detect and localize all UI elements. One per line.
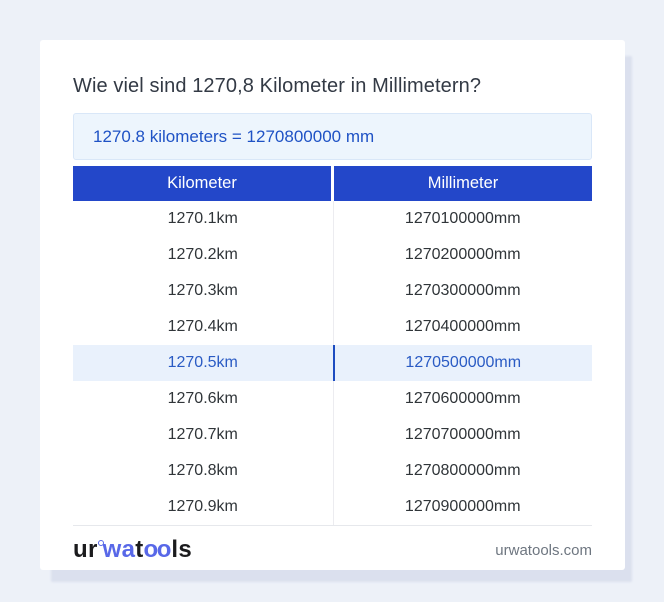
km-value: 1270.6km	[167, 390, 238, 407]
km-value: 1270.9km	[167, 498, 238, 515]
table-row[interactable]: 1270.3km 1270300000mm	[73, 273, 592, 309]
mm-value: 1270300000mm	[332, 273, 593, 309]
km-value: 1270.1km	[167, 210, 238, 227]
mm-value: 1270100000mm	[332, 201, 593, 237]
mm-value: 1270600000mm	[332, 381, 593, 417]
logo-text-ls: ls	[171, 536, 192, 563]
column-header-kilometer: Kilometer	[73, 166, 331, 201]
table-header-row: Kilometer Millimeter	[73, 166, 592, 201]
column-header-millimeter: Millimeter	[334, 166, 592, 201]
mm-value: 1270500000mm	[332, 345, 593, 381]
logo-text-wa: wa	[102, 536, 136, 563]
card-footer: ur wa t oo ls urwatools.com	[73, 526, 592, 574]
conversion-result-box: 1270.8 kilometers = 1270800000 mm	[73, 113, 592, 160]
table-row[interactable]: 1270.2km 1270200000mm	[73, 237, 592, 273]
conversion-card: Wie viel sind 1270,8 Kilometer in Millim…	[40, 40, 625, 570]
table-row[interactable]: 1270.9km 1270900000mm	[73, 489, 592, 525]
table-row[interactable]: 1270.8km 1270800000mm	[73, 453, 592, 489]
site-url: urwatools.com	[495, 541, 592, 559]
table-row[interactable]: 1270.1km 1270100000mm	[73, 201, 592, 237]
mm-value: 1270400000mm	[332, 309, 593, 345]
mm-value: 1270900000mm	[332, 489, 593, 525]
mm-value: 1270200000mm	[332, 237, 593, 273]
logo-text-t: t	[135, 536, 144, 563]
table-row[interactable]: 1270.4km 1270400000mm	[73, 309, 592, 345]
km-value: 1270.5km	[167, 354, 238, 371]
urwatools-logo[interactable]: ur wa t oo ls	[73, 536, 192, 564]
logo-glasses-icon: oo	[143, 536, 172, 563]
page-title: Wie viel sind 1270,8 Kilometer in Millim…	[73, 75, 482, 97]
km-value: 1270.7km	[167, 426, 238, 443]
km-value: 1270.4km	[167, 318, 238, 335]
conversion-result-text: 1270.8 kilometers = 1270800000 mm	[93, 126, 375, 146]
table-row[interactable]: 1270.6km 1270600000mm	[73, 381, 592, 417]
table-row[interactable]: 1270.5km 1270500000mm	[73, 345, 592, 381]
mm-value: 1270800000mm	[332, 453, 593, 489]
km-value: 1270.3km	[167, 282, 238, 299]
table-body: 1270.1km 1270100000mm 1270.2km 1270200000mm…	[73, 201, 592, 526]
km-value: 1270.2km	[167, 246, 238, 263]
table-row[interactable]: 1270.7km 1270700000mm	[73, 417, 592, 453]
mm-value: 1270700000mm	[332, 417, 593, 453]
km-value: 1270.8km	[167, 462, 238, 479]
conversion-table: Kilometer Millimeter 1270.1km 1270100000m…	[73, 166, 592, 526]
logo-ring-icon	[97, 540, 104, 546]
logo-text-ur: ur	[73, 536, 98, 563]
